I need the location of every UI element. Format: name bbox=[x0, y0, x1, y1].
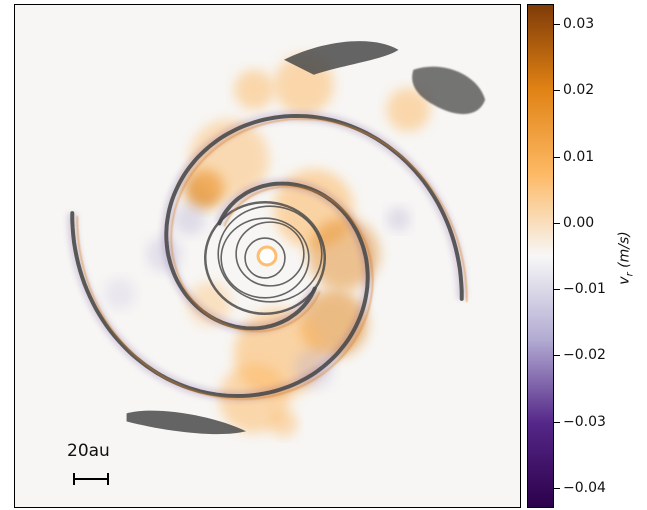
spiral-arm-overlay bbox=[67, 41, 486, 435]
colorbar-tick bbox=[554, 289, 560, 291]
colorbar-tick-label: −0.02 bbox=[563, 347, 606, 364]
velocity-blob bbox=[189, 119, 269, 200]
colorbar-tick bbox=[554, 90, 560, 92]
arm-tip-clump bbox=[126, 410, 247, 435]
density-ring bbox=[244, 237, 286, 279]
velocity-blob bbox=[386, 207, 411, 232]
colorbar-title-units: (m/s) bbox=[616, 231, 633, 273]
velocity-blob bbox=[173, 203, 206, 236]
colorbar-tick-label: −0.04 bbox=[563, 480, 606, 497]
colorbar-tick-label: −0.03 bbox=[563, 413, 606, 430]
colorbar-tick-label: 0.03 bbox=[563, 15, 595, 32]
density-ring bbox=[217, 205, 323, 303]
colorbar bbox=[527, 4, 554, 508]
disk-map-panel: 20au bbox=[14, 4, 521, 508]
radial-velocity-map bbox=[67, 41, 486, 438]
arm-tip-clump bbox=[412, 66, 486, 115]
colorbar-tick bbox=[554, 156, 560, 158]
velocity-blob bbox=[103, 277, 136, 310]
colorbar-tick-label: 0.00 bbox=[563, 214, 595, 231]
colorbar-tick-label: −0.01 bbox=[563, 281, 606, 298]
colorbar-title-subscript: r bbox=[624, 272, 636, 277]
density-ring-overlay bbox=[204, 200, 327, 316]
colorbar-tick-label: 0.02 bbox=[563, 82, 595, 99]
colorbar-tick bbox=[554, 488, 560, 490]
colorbar-tick-label: 0.01 bbox=[563, 148, 595, 165]
colorbar-tick bbox=[554, 23, 560, 25]
colorbar-title-prefix: v bbox=[616, 276, 633, 285]
density-ring bbox=[204, 200, 327, 316]
scalebar-label: 20au bbox=[67, 441, 110, 461]
velocity-blob bbox=[269, 409, 298, 438]
velocity-blob bbox=[234, 69, 274, 110]
disk-center bbox=[256, 245, 278, 267]
density-ring bbox=[235, 221, 305, 287]
velocity-blob bbox=[386, 87, 431, 132]
colorbar-tick bbox=[554, 355, 560, 357]
scalebar bbox=[73, 473, 109, 485]
density-ring bbox=[220, 217, 310, 299]
arm-tip-clump bbox=[283, 41, 399, 75]
spiral-arm-edge bbox=[170, 118, 468, 333]
velocity-blob bbox=[187, 281, 232, 326]
colorbar-tick bbox=[554, 222, 560, 224]
colorbar-tick bbox=[554, 421, 560, 423]
spiral-arm-edge bbox=[76, 185, 374, 400]
colorbar-title: vr (m/s) bbox=[617, 231, 636, 284]
